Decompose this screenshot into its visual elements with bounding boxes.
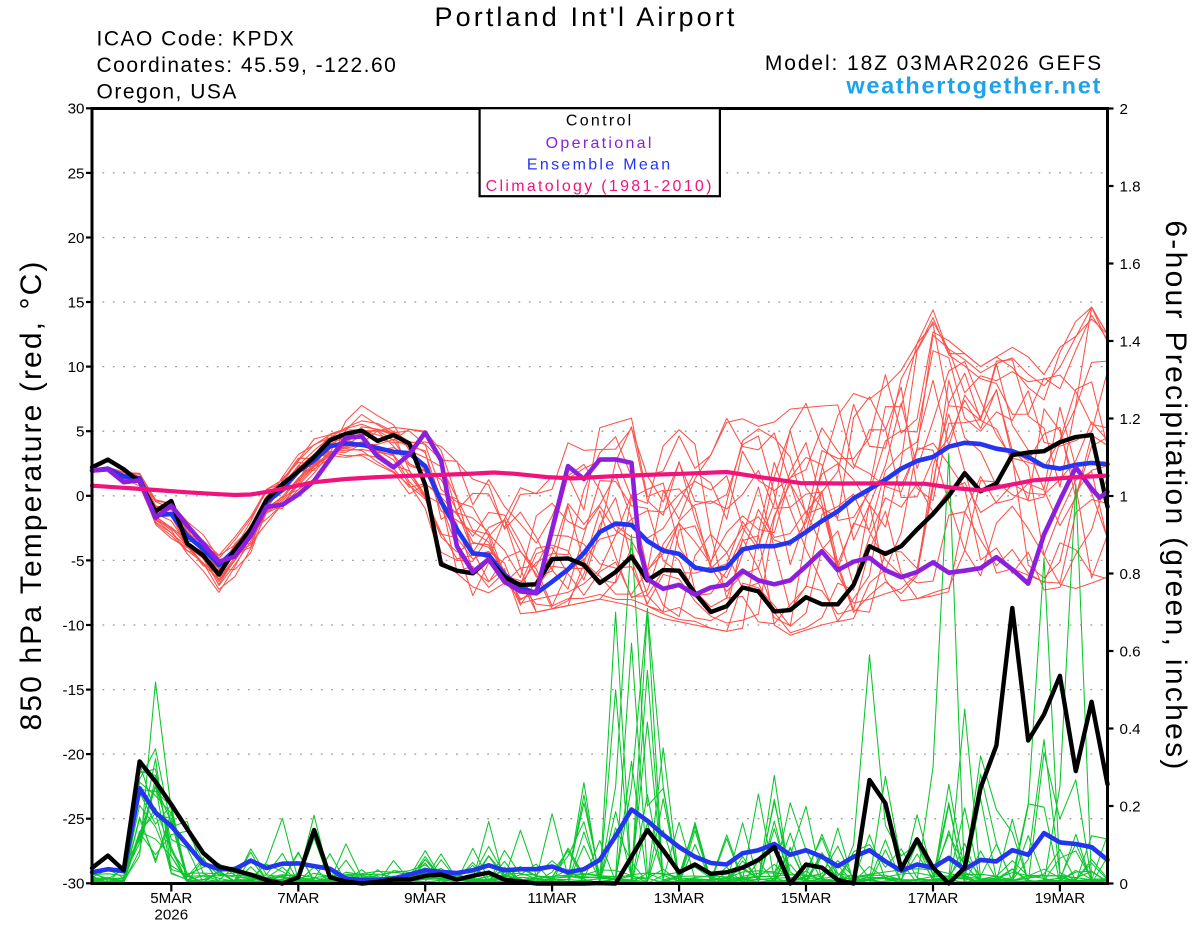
svg-text:Operational: Operational bbox=[546, 135, 654, 152]
svg-text:0.2: 0.2 bbox=[1120, 798, 1141, 815]
svg-text:weathertogether.net: weathertogether.net bbox=[845, 73, 1102, 99]
svg-text:Model: 18Z 03MAR2026 GEFS: Model: 18Z 03MAR2026 GEFS bbox=[765, 52, 1103, 75]
svg-text:2026: 2026 bbox=[154, 907, 188, 924]
svg-text:1.4: 1.4 bbox=[1120, 333, 1141, 350]
svg-text:20: 20 bbox=[68, 230, 85, 247]
svg-text:0: 0 bbox=[76, 488, 84, 505]
svg-text:-25: -25 bbox=[63, 811, 85, 828]
svg-text:11MAR: 11MAR bbox=[527, 890, 577, 907]
svg-text:Ensemble Mean: Ensemble Mean bbox=[527, 157, 673, 174]
svg-text:2: 2 bbox=[1120, 101, 1128, 118]
svg-text:0.4: 0.4 bbox=[1120, 721, 1141, 738]
svg-text:-30: -30 bbox=[63, 876, 85, 893]
svg-text:10: 10 bbox=[68, 359, 85, 376]
svg-text:850 hPa Temperature (red, °C): 850 hPa Temperature (red, °C) bbox=[15, 260, 48, 731]
svg-text:Climatology (1981-2010): Climatology (1981-2010) bbox=[486, 178, 714, 195]
svg-text:15: 15 bbox=[68, 294, 85, 311]
svg-text:0: 0 bbox=[1120, 876, 1128, 893]
svg-text:6-hour Precipitation (green, i: 6-hour Precipitation (green, inches) bbox=[1159, 220, 1192, 771]
svg-text:-10: -10 bbox=[63, 617, 85, 634]
svg-text:ICAO Code: KPDX: ICAO Code: KPDX bbox=[97, 28, 296, 51]
svg-text:-5: -5 bbox=[71, 553, 85, 570]
svg-text:-15: -15 bbox=[63, 682, 85, 699]
svg-text:13MAR: 13MAR bbox=[654, 890, 705, 907]
svg-text:17MAR: 17MAR bbox=[908, 890, 959, 907]
svg-text:0.6: 0.6 bbox=[1120, 643, 1141, 660]
svg-text:5MAR: 5MAR bbox=[150, 890, 192, 907]
svg-text:-20: -20 bbox=[63, 747, 85, 764]
svg-text:1: 1 bbox=[1120, 488, 1128, 505]
svg-text:25: 25 bbox=[68, 165, 85, 182]
svg-text:30: 30 bbox=[68, 101, 85, 118]
svg-text:Portland Int'l Airport: Portland Int'l Airport bbox=[435, 2, 738, 32]
svg-text:15MAR: 15MAR bbox=[781, 890, 832, 907]
svg-text:1.8: 1.8 bbox=[1120, 178, 1141, 195]
svg-text:Control: Control bbox=[566, 113, 634, 130]
svg-text:1.2: 1.2 bbox=[1120, 411, 1141, 428]
svg-text:5: 5 bbox=[76, 424, 84, 441]
svg-text:0.8: 0.8 bbox=[1120, 566, 1141, 583]
svg-text:1.6: 1.6 bbox=[1120, 256, 1141, 273]
svg-text:Oregon, USA: Oregon, USA bbox=[97, 81, 238, 104]
svg-text:7MAR: 7MAR bbox=[277, 890, 319, 907]
svg-text:Coordinates: 45.59, -122.60: Coordinates: 45.59, -122.60 bbox=[97, 54, 398, 77]
svg-text:9MAR: 9MAR bbox=[404, 890, 446, 907]
svg-text:19MAR: 19MAR bbox=[1035, 890, 1086, 907]
